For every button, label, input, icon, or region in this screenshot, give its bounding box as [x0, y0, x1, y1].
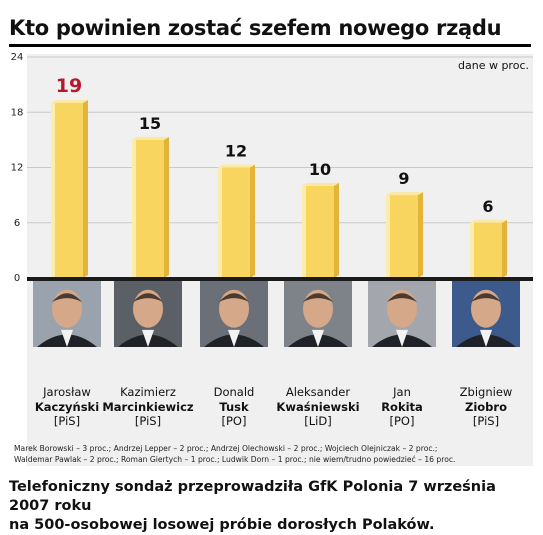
others-line-1: Marek Borowski – 3 proc.; Andrzej Lepper…	[14, 444, 438, 453]
bar-side	[418, 192, 423, 278]
candidate-label: Kazimierz Marcinkiewicz [PiS]	[98, 385, 198, 429]
bar-side	[334, 182, 339, 278]
candidate-first-name: Kazimierz	[120, 385, 176, 399]
x-axis-baseline	[27, 277, 533, 281]
candidate-first-name: Aleksander	[285, 385, 351, 399]
data-label: 15	[139, 114, 161, 133]
candidate-photo	[200, 281, 268, 347]
y-tick-label: 18	[11, 107, 24, 118]
bar-chart: 0 6 12 18 24 19 15 12 10 9 6	[11, 52, 533, 284]
portrait-silhouette	[456, 289, 516, 347]
bar-side	[250, 164, 255, 278]
bar	[386, 195, 418, 278]
data-label: 10	[309, 160, 331, 179]
bar	[51, 103, 83, 279]
other-candidates-note: Marek Borowski – 3 proc.; Andrzej Lepper…	[14, 443, 529, 465]
bar-side	[502, 219, 507, 278]
bar-highlight	[302, 185, 306, 278]
others-line-2: Waldemar Pawlak – 2 proc.; Roman Giertyc…	[14, 455, 456, 464]
y-tick-label: 12	[11, 163, 24, 174]
candidate-party: [LiD]	[304, 414, 332, 428]
bar-side	[164, 136, 169, 278]
candidate-last-name: Marcinkiewicz	[102, 399, 194, 414]
candidate-last-name: Rokita	[381, 399, 423, 414]
bar	[132, 139, 164, 278]
candidate-label: Aleksander Kwaśniewski [LiD]	[268, 385, 368, 429]
y-tick-label: 0	[14, 273, 20, 284]
candidate-party: [PO]	[221, 414, 247, 428]
bar-top	[470, 219, 507, 223]
candidate-photo	[368, 281, 436, 347]
candidate-first-name: Donald	[213, 385, 255, 399]
bar-highlight	[386, 195, 390, 278]
candidate-photo	[452, 281, 520, 347]
candidate-last-name: Kaczyński	[34, 399, 100, 414]
candidate-label: Jan Rokita [PO]	[352, 385, 452, 429]
candidate-last-name: Kwaśniewski	[276, 399, 360, 414]
portrait-silhouette	[37, 289, 97, 347]
candidate-label: Donald Tusk [PO]	[184, 385, 284, 429]
bar-top	[51, 100, 88, 104]
chart-title: Kto powinien zostać szefem nowego rządu	[9, 16, 502, 40]
candidate-label: Jarosław Kaczyński [PiS]	[17, 385, 117, 429]
chart-background	[27, 54, 533, 466]
source-line-2: na 500-osobowej losowej próbie dorosłych…	[9, 517, 435, 533]
candidate-party: [PiS]	[472, 414, 500, 428]
y-tick-label: 6	[14, 218, 20, 229]
portrait-silhouette	[288, 289, 348, 347]
bar-side	[83, 100, 88, 279]
unit-note: dane w proc.	[458, 59, 529, 72]
candidate-first-name: Zbigniew	[459, 385, 513, 399]
bar-highlight	[132, 139, 136, 278]
bar-highlight	[470, 222, 474, 278]
data-label: 12	[225, 142, 247, 161]
survey-source-note: Telefoniczny sondaż przeprowadziła GfK P…	[9, 478, 534, 535]
bar-top	[218, 164, 255, 168]
candidate-photo	[284, 281, 352, 347]
portrait-silhouette	[372, 289, 432, 347]
candidate-label: Zbigniew Ziobro [PiS]	[436, 385, 536, 429]
title-rule	[9, 44, 531, 47]
candidate-party: [PO]	[389, 414, 415, 428]
data-label: 9	[398, 169, 409, 188]
bar-highlight	[218, 167, 222, 278]
candidate-party: [PiS]	[53, 414, 81, 428]
data-label: 6	[482, 197, 493, 216]
source-line-1: Telefoniczny sondaż przeprowadziła GfK P…	[9, 479, 496, 514]
candidate-last-name: Ziobro	[465, 399, 507, 414]
portrait-silhouette	[204, 289, 264, 347]
candidate-photo	[114, 281, 182, 347]
bar	[470, 222, 502, 278]
portrait-silhouette	[118, 289, 178, 347]
bar-top	[386, 192, 423, 196]
bar	[218, 167, 250, 278]
y-tick-label: 24	[11, 52, 24, 63]
bar	[302, 185, 334, 278]
candidate-photo	[33, 281, 101, 347]
candidate-last-name: Tusk	[219, 399, 249, 414]
bar-top	[132, 136, 169, 140]
bar-top	[302, 182, 339, 186]
candidate-first-name: Jan	[393, 385, 411, 399]
candidate-first-name: Jarosław	[43, 385, 91, 399]
bar-highlight	[51, 103, 55, 279]
data-label: 19	[56, 75, 82, 97]
candidate-party: [PiS]	[134, 414, 162, 428]
